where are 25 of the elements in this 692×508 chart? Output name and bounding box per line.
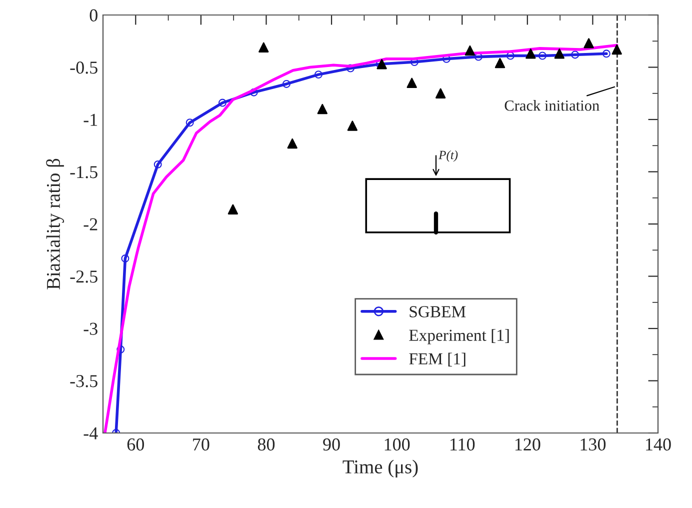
y-tick-label: -0.5 bbox=[70, 62, 98, 74]
legend-label: FEM [1] bbox=[409, 352, 466, 367]
y-tick-label: -3 bbox=[84, 322, 98, 335]
x-tick-label: 60 bbox=[127, 438, 144, 451]
x-tick-label: 70 bbox=[193, 438, 210, 451]
x-axis-title: Time (μs) bbox=[342, 460, 418, 478]
y-tick-label: -4 bbox=[84, 427, 98, 440]
y-tick-label: -3.5 bbox=[70, 375, 98, 388]
x-tick-label: 120 bbox=[515, 438, 540, 451]
y-tick-label: -1 bbox=[84, 114, 98, 126]
legend-label: SGBEM bbox=[410, 306, 466, 318]
y-tick-label: -2 bbox=[84, 218, 98, 230]
annotation: P(t) bbox=[438, 150, 458, 162]
y-tick-label: -2.5 bbox=[70, 270, 98, 283]
annotation: Crack initiation bbox=[504, 100, 600, 111]
x-tick-label: 100 bbox=[384, 438, 410, 451]
x-tick-label: 80 bbox=[258, 438, 275, 451]
y-axis-title: Biaxiality ratio β bbox=[46, 158, 64, 290]
x-tick-label: 110 bbox=[450, 438, 475, 451]
legend-label: Experiment [1] bbox=[409, 329, 509, 344]
x-tick-label: 90 bbox=[323, 438, 340, 451]
x-tick-label: 130 bbox=[580, 438, 606, 451]
x-tick-label: 140 bbox=[646, 438, 671, 451]
y-tick-label: -1.5 bbox=[70, 166, 98, 178]
y-tick-label: 0 bbox=[90, 9, 98, 22]
